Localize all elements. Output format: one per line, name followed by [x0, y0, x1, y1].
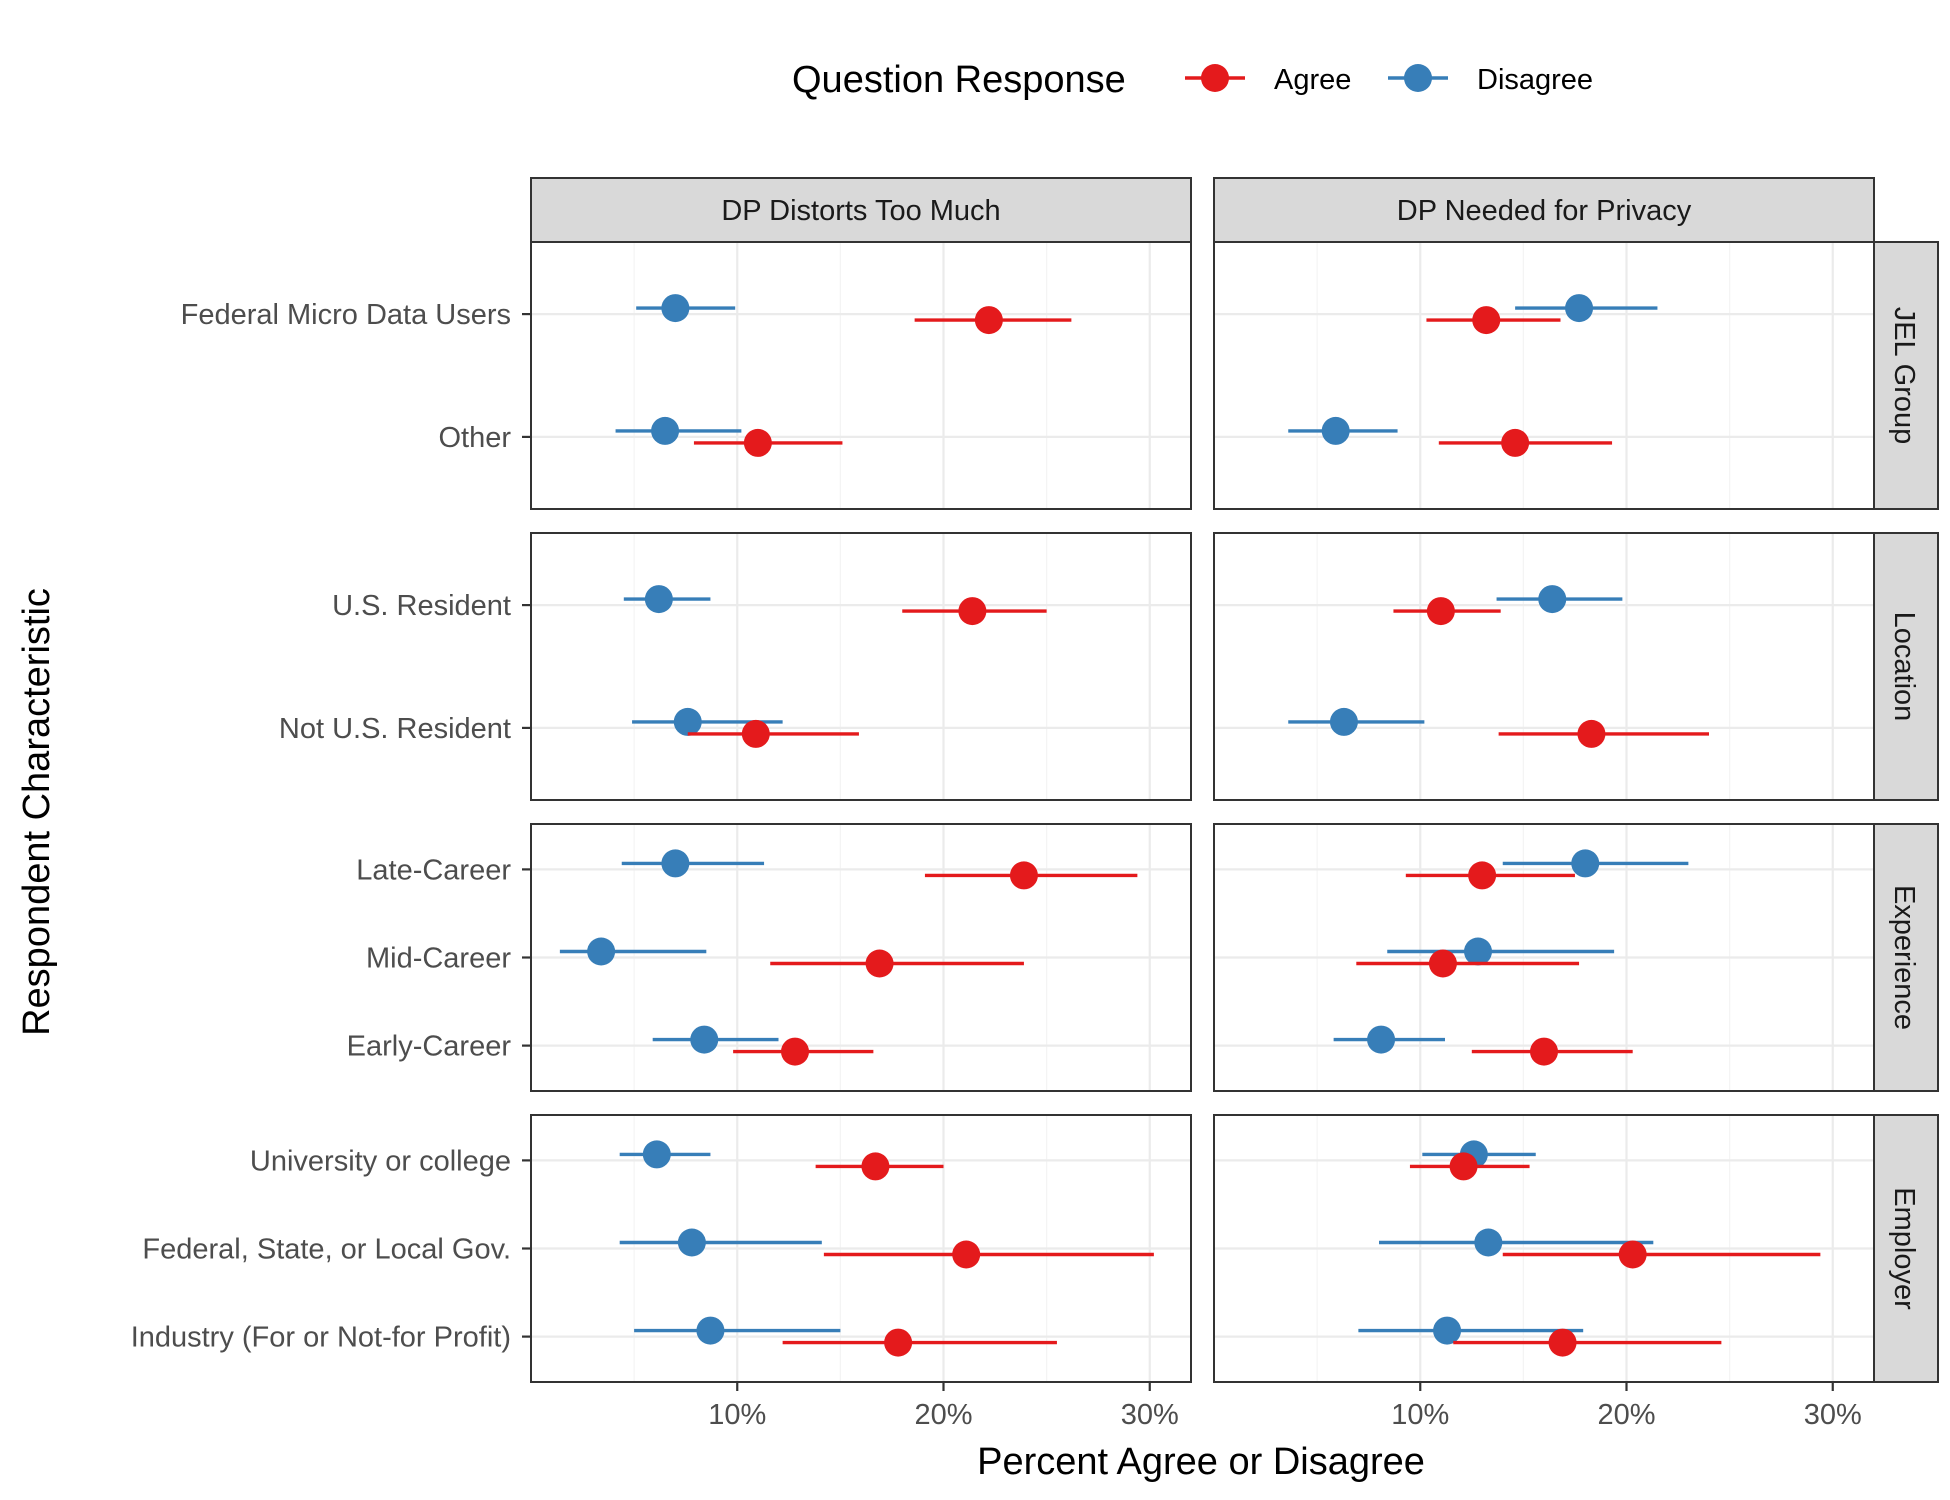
point-agree: [1426, 597, 1455, 626]
point-disagree: [696, 1316, 725, 1345]
point-disagree: [690, 1025, 719, 1054]
panel-background: [1214, 242, 1874, 509]
panel-experience-dp-needed-for-privacy: [1213, 823, 1875, 1092]
legend-entry-agree: Agree: [1185, 64, 1351, 96]
point-agree: [1577, 719, 1606, 748]
y-axis-title: Respondent Characteristic: [16, 588, 58, 1036]
point-disagree: [642, 1140, 671, 1169]
point-disagree: [661, 294, 690, 323]
panel-location-dp-needed-for-privacy: [1213, 532, 1875, 801]
panel-border: [1213, 532, 1875, 801]
point-disagree: [1367, 1025, 1396, 1054]
point-agree: [1468, 861, 1497, 890]
point-disagree: [677, 1228, 706, 1257]
legend-label-disagree: Disagree: [1477, 64, 1593, 96]
y-tick-label: Federal Micro Data Users: [181, 299, 511, 331]
facet-panels: DP Distorts Too Much DP Needed for Privac…: [131, 177, 1939, 1431]
panel-border: [1213, 823, 1875, 1092]
point-agree: [1472, 306, 1501, 335]
point-agree: [741, 719, 770, 748]
panel-experience-dp-distorts-too-much: [530, 823, 1192, 1092]
point-agree: [861, 1152, 890, 1181]
panel-border: [530, 1114, 1192, 1383]
x-tick-label: 20%: [914, 1399, 972, 1431]
row-strip-label: Employer: [1888, 1187, 1920, 1310]
point-agree: [884, 1328, 913, 1357]
row-strip: [1873, 823, 1939, 1092]
point-disagree: [1565, 294, 1594, 323]
point-agree: [974, 306, 1003, 335]
point-disagree: [1538, 585, 1567, 614]
row-strip-label: Location: [1888, 612, 1920, 722]
point-disagree: [651, 416, 680, 445]
point-disagree: [1321, 416, 1350, 445]
x-tick-label: 10%: [1391, 1399, 1449, 1431]
point-disagree: [661, 849, 690, 878]
y-tick-label: U.S. Resident: [332, 590, 511, 622]
panel-background: [1214, 533, 1874, 800]
panel-jel-group-dp-needed-for-privacy: [1213, 241, 1875, 510]
point-disagree: [1433, 1316, 1462, 1345]
x-tick-label: 10%: [708, 1399, 766, 1431]
point-agree: [958, 597, 987, 626]
legend-entry-disagree: Disagree: [1388, 64, 1593, 96]
column-strip: [1213, 177, 1875, 243]
panel-background: [531, 533, 1191, 800]
panel-border: [1213, 1114, 1875, 1383]
legend-key-disagree-dot: [1404, 64, 1432, 92]
point-disagree: [1571, 849, 1600, 878]
point-agree: [1501, 428, 1530, 457]
y-tick-label: Mid-Career: [366, 943, 511, 975]
legend-key-agree-dot: [1201, 64, 1229, 92]
panel-location-dp-distorts-too-much: [530, 532, 1192, 801]
legend-title: Question Response: [792, 59, 1126, 101]
point-disagree: [587, 937, 616, 966]
y-tick-label: Industry (For or Not-for Profit): [131, 1322, 511, 1354]
x-tick-label: 30%: [1804, 1399, 1862, 1431]
x-tick-label: 30%: [1121, 1399, 1179, 1431]
point-agree: [781, 1037, 809, 1066]
panel-employer-dp-needed-for-privacy: [1213, 1114, 1875, 1383]
column-strip-label: DP Distorts Too Much: [721, 195, 1000, 227]
point-agree: [1009, 861, 1038, 890]
x-axis-title: Percent Agree or Disagree: [977, 1441, 1425, 1483]
x-tick-label: 20%: [1597, 1399, 1655, 1431]
y-tick-label: Not U.S. Resident: [279, 713, 511, 745]
point-agree: [1530, 1037, 1558, 1066]
y-tick-label: Federal, State, or Local Gov.: [142, 1234, 511, 1266]
legend: Question Response Agree Disagree: [792, 59, 1593, 101]
row-strip: [1873, 1114, 1939, 1383]
row-strip-label: JEL Group: [1888, 307, 1920, 445]
y-tick-label: Other: [438, 422, 511, 454]
point-agree: [865, 949, 894, 978]
point-agree: [1618, 1240, 1647, 1269]
point-disagree: [673, 707, 702, 736]
y-tick-label: Late-Career: [356, 854, 511, 886]
point-agree: [743, 428, 772, 457]
y-tick-label: University or college: [250, 1145, 511, 1177]
point-disagree: [1329, 707, 1358, 736]
panel-border: [530, 241, 1192, 510]
panel-border: [530, 823, 1192, 1092]
panel-border: [1213, 241, 1875, 510]
point-agree: [1548, 1328, 1577, 1357]
panel-border: [530, 532, 1192, 801]
panel-jel-group-dp-distorts-too-much: [530, 241, 1192, 510]
y-tick-label: Early-Career: [347, 1031, 512, 1063]
point-agree: [952, 1240, 981, 1269]
panel-background: [531, 242, 1191, 509]
point-agree: [1428, 949, 1457, 978]
point-disagree: [644, 585, 673, 614]
legend-label-agree: Agree: [1274, 64, 1351, 96]
row-strip-label: Experience: [1888, 885, 1920, 1030]
point-disagree: [1474, 1228, 1503, 1257]
panel-employer-dp-distorts-too-much: [530, 1114, 1192, 1383]
column-strip-label: DP Needed for Privacy: [1397, 195, 1692, 227]
point-disagree: [1464, 937, 1492, 966]
column-strip: [530, 177, 1192, 243]
point-agree: [1449, 1152, 1478, 1181]
